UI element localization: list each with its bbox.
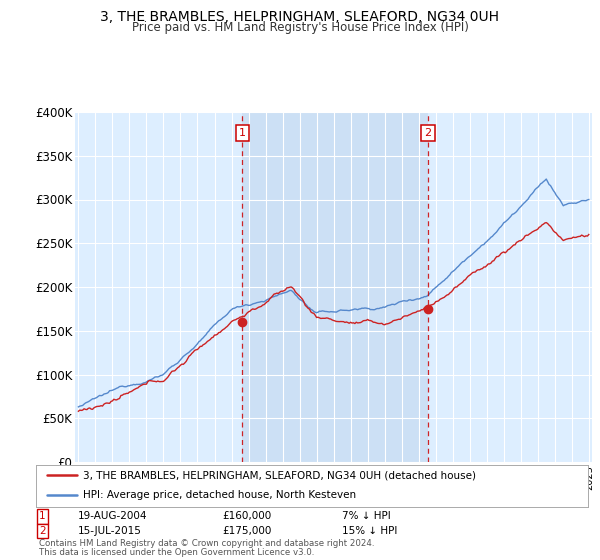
Text: Price paid vs. HM Land Registry's House Price Index (HPI): Price paid vs. HM Land Registry's House … [131,21,469,34]
Text: 7% ↓ HPI: 7% ↓ HPI [342,511,391,521]
Text: 15-JUL-2015: 15-JUL-2015 [78,526,142,536]
Text: 15% ↓ HPI: 15% ↓ HPI [342,526,397,536]
Text: £160,000: £160,000 [222,511,271,521]
Text: 2: 2 [39,526,46,536]
Text: 3, THE BRAMBLES, HELPRINGHAM, SLEAFORD, NG34 0UH: 3, THE BRAMBLES, HELPRINGHAM, SLEAFORD, … [101,10,499,24]
Text: This data is licensed under the Open Government Licence v3.0.: This data is licensed under the Open Gov… [39,548,314,557]
Text: 1: 1 [39,511,46,521]
Text: 3, THE BRAMBLES, HELPRINGHAM, SLEAFORD, NG34 0UH (detached house): 3, THE BRAMBLES, HELPRINGHAM, SLEAFORD, … [83,470,476,480]
Text: HPI: Average price, detached house, North Kesteven: HPI: Average price, detached house, Nort… [83,491,356,501]
Text: 2: 2 [424,128,431,138]
Text: Contains HM Land Registry data © Crown copyright and database right 2024.: Contains HM Land Registry data © Crown c… [39,539,374,548]
Text: 19-AUG-2004: 19-AUG-2004 [78,511,148,521]
Text: 1: 1 [239,128,246,138]
Bar [242,112,428,462]
Text: £175,000: £175,000 [222,526,271,536]
